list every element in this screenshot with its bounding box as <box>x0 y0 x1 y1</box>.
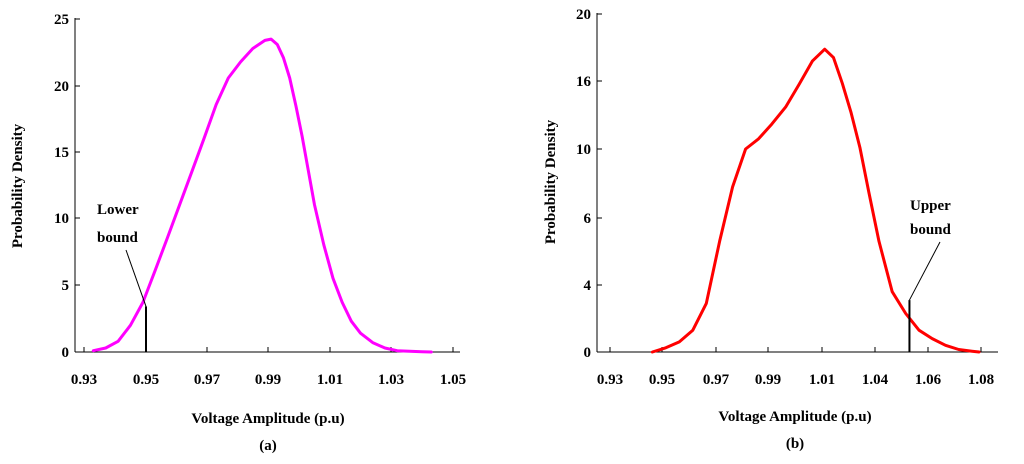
x-axis-title: Voltage Amplitude (p.u) <box>191 411 344 427</box>
x-tick-label: 0.97 <box>703 372 730 388</box>
y-tick-label: 0 <box>62 345 70 361</box>
y-tick-label: 20 <box>54 79 69 95</box>
density-curve <box>650 47 981 354</box>
x-tick-label: 0.93 <box>597 372 623 388</box>
annotation-leader <box>125 249 147 307</box>
y-tick-label: 6 <box>584 211 592 227</box>
annotation-text: bound <box>97 230 139 246</box>
chart-panel-a: 0 5 10 15 20 25 0.93 0.95 0.97 0.99 1.01 1.03 1.05 Vo… <box>10 12 466 454</box>
x-tick-label: 0.99 <box>255 372 281 388</box>
x-axis-title: Voltage Amplitude (p.u) <box>718 409 871 425</box>
y-tick-label: 10 <box>54 211 69 227</box>
x-tick-label: 1.01 <box>317 372 343 388</box>
chart-panel-b: 0 4 6 10 16 20 0.93 0.95 0.97 0.99 1.01 1.04 1.06 1.0… <box>543 7 998 452</box>
y-tick-label: 15 <box>54 145 69 161</box>
y-axis-title: Probability Density <box>543 119 559 244</box>
y-tick-label: 5 <box>62 278 70 294</box>
x-tick-label: 0.97 <box>194 372 221 388</box>
x-tick-label: 1.05 <box>440 372 466 388</box>
y-tick-label: 4 <box>584 278 592 294</box>
y-axis-title: Probability Density <box>10 123 26 248</box>
x-tick-label: 0.99 <box>755 372 781 388</box>
x-tick-label: 0.95 <box>133 372 159 388</box>
x-tick-label: 1.01 <box>809 372 835 388</box>
y-tick-label: 16 <box>576 74 592 90</box>
x-tick-label: 1.03 <box>378 372 404 388</box>
annotation-text: Upper <box>910 198 951 214</box>
annotation-leader <box>909 241 941 301</box>
x-tick-label: 1.06 <box>915 372 942 388</box>
x-tick-label: 1.04 <box>862 372 889 388</box>
x-tick-label: 0.93 <box>71 372 97 388</box>
x-tick-label: 0.95 <box>649 372 675 388</box>
annotation-text: Lower <box>97 202 139 218</box>
y-tick-label: 20 <box>576 7 591 23</box>
panel-label: (a) <box>259 438 277 454</box>
y-tick-label: 10 <box>576 142 591 158</box>
annotation-text: bound <box>910 222 952 238</box>
panel-label: (b) <box>786 436 804 452</box>
y-tick-label: 25 <box>54 12 69 28</box>
y-tick-label: 0 <box>584 345 592 361</box>
x-tick-label: 1.08 <box>968 372 994 388</box>
density-curve <box>91 37 433 354</box>
